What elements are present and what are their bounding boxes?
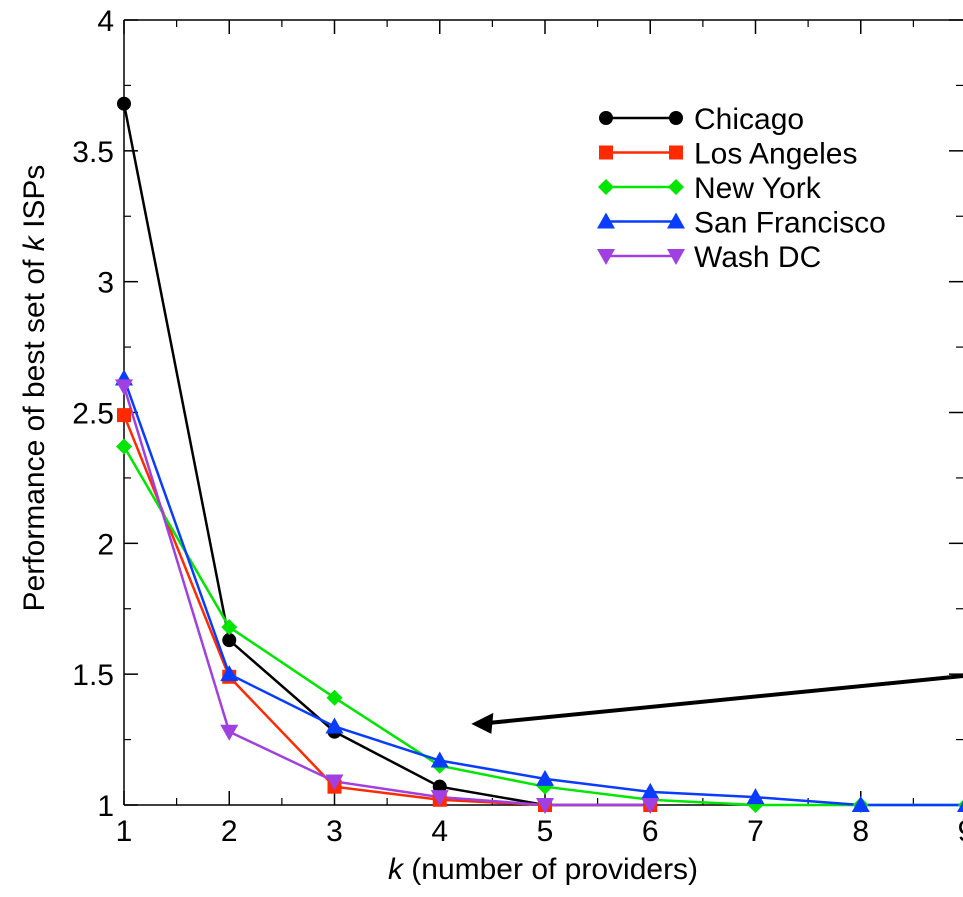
legend-item-wash-dc: Wash DC: [597, 241, 821, 274]
data-point-san-francisco: [536, 769, 554, 786]
legend-label: Chicago: [694, 103, 804, 136]
y-tick-label: 2.5: [72, 398, 114, 431]
legend-marker: [667, 212, 685, 229]
data-point-wash-dc: [641, 798, 660, 814]
data-point-san-francisco: [957, 801, 963, 812]
series-line-wash-dc: [122, 385, 651, 807]
legend-marker: [668, 179, 684, 195]
x-tick-label: 9: [958, 815, 963, 848]
legend-marker: [597, 212, 615, 229]
axis-labels: k (number of providers) Performance of be…: [18, 165, 698, 886]
x-tick-label: 1: [116, 815, 133, 848]
legend-marker: [599, 145, 613, 160]
arrow-head: [471, 712, 494, 734]
data-point-los-angeles: [117, 408, 131, 423]
series-line-los-angeles: [122, 414, 651, 807]
x-tick-label: 2: [221, 815, 238, 848]
legend-label: New York: [694, 172, 822, 205]
data-point-san-francisco: [220, 665, 239, 682]
y-tick-label: 2: [97, 528, 114, 561]
y-axis-label: Performance of best set of k ISPs: [18, 165, 51, 612]
axes: 1 2 3 4 5 6 7 8 9 1 1.5 2 2.5 3 3.5 4: [72, 5, 963, 848]
x-axis-label: k (number of providers): [388, 853, 698, 886]
y-tick-label: 1.5: [72, 659, 114, 692]
data-point-wash-dc: [325, 774, 344, 791]
annotation-arrow: [471, 674, 963, 734]
y-tick-label: 3.5: [72, 136, 114, 169]
legend-label: Los Angeles: [694, 138, 857, 171]
legend-marker: [669, 145, 683, 160]
x-tick-label: 8: [852, 815, 869, 848]
x-tick-label: 7: [747, 815, 764, 848]
series-line-new-york: [122, 445, 963, 807]
legend-marker: [667, 249, 685, 265]
data-point-san-francisco: [746, 788, 765, 805]
data-point-new-york: [116, 438, 132, 455]
x-tick-label: 5: [537, 815, 554, 848]
data-point-chicago: [117, 96, 131, 111]
x-tick-label: 3: [326, 815, 343, 848]
x-tick-label: 6: [642, 815, 659, 848]
y-tick-label: 1: [97, 790, 114, 823]
data-point-wash-dc: [430, 790, 449, 807]
legend-marker: [669, 111, 683, 125]
legend-item-san-francisco: San Francisco: [597, 207, 886, 240]
legend-label: San Francisco: [694, 207, 886, 240]
data-point-san-francisco: [430, 751, 449, 768]
series-markers: [115, 96, 963, 814]
data-point-wash-dc: [220, 724, 239, 741]
data-point-new-york: [221, 619, 238, 636]
legend-item-los-angeles: Los Angeles: [599, 138, 857, 171]
data-point-wash-dc: [536, 798, 554, 814]
legend-marker: [599, 111, 613, 125]
y-tick-label: 4: [97, 5, 114, 38]
legend-item-chicago: Chicago: [599, 103, 804, 136]
data-point-new-york: [326, 689, 343, 706]
legend-marker: [598, 179, 614, 195]
arrow-shaft: [489, 674, 963, 725]
data-point-san-francisco: [641, 782, 660, 799]
series-line-chicago: [122, 103, 651, 807]
data-point-san-francisco: [325, 717, 344, 734]
data-point-san-francisco: [851, 796, 870, 812]
legend-item-new-york: New York: [598, 172, 822, 205]
y-tick-label: 3: [97, 267, 114, 300]
legend-marker: [597, 249, 615, 265]
data-point-wash-dc: [115, 379, 133, 396]
data-point-chicago: [222, 633, 237, 648]
legend-label: Wash DC: [694, 241, 821, 274]
x-tick-label: 4: [431, 815, 448, 848]
